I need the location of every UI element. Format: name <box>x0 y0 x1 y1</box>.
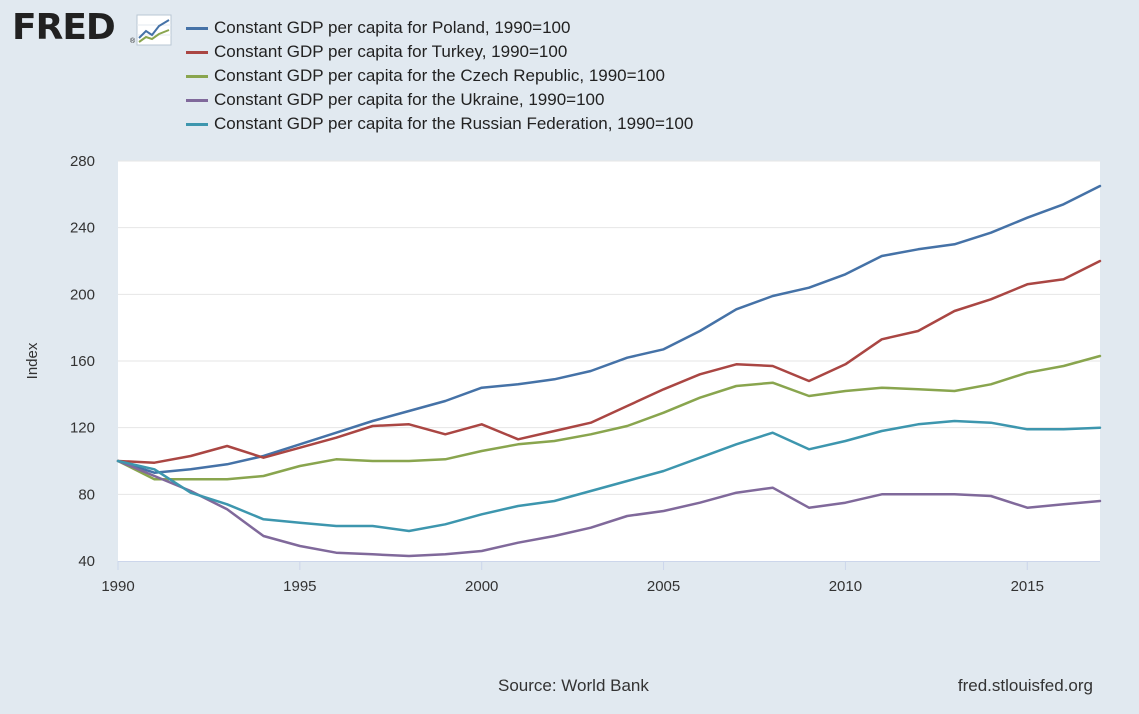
series-line-2[interactable] <box>116 354 1102 481</box>
legend-item[interactable]: Constant GDP per capita for the Czech Re… <box>186 64 693 88</box>
x-tick-label: 2000 <box>465 578 498 595</box>
x-tick-label: 1990 <box>101 578 134 595</box>
x-tick-label: 2010 <box>829 578 862 595</box>
legend-swatch <box>186 74 208 78</box>
y-tick-label: 120 <box>70 420 95 437</box>
series-line-1[interactable] <box>116 259 1102 464</box>
x-axis: 1990 1995 2000 2005 2010 2015 <box>101 561 1100 595</box>
legend-item[interactable]: Constant GDP per capita for Turkey, 1990… <box>186 40 693 64</box>
series-line-4[interactable] <box>116 419 1102 533</box>
legend-label: Constant GDP per capita for Turkey, 1990… <box>214 42 568 61</box>
site-link[interactable]: fred.stlouisfed.org <box>957 676 1093 695</box>
grid-lines <box>118 160 1100 495</box>
y-axis: 40 80 120 160 200 240 280 <box>70 153 95 570</box>
legend-item[interactable]: Constant GDP per capita for the Russian … <box>186 112 693 136</box>
x-tick-label: 2005 <box>647 578 680 595</box>
legend-swatch <box>186 50 208 54</box>
legend-swatch <box>186 98 208 102</box>
legend-label: Constant GDP per capita for Poland, 1990… <box>214 18 571 37</box>
y-tick-label: 240 <box>70 220 95 237</box>
registered-mark: ® <box>130 38 136 45</box>
y-tick-label: 40 <box>78 553 95 570</box>
fred-logo-text: FRED <box>12 7 116 48</box>
legend-label: Constant GDP per capita for the Ukraine,… <box>214 90 605 109</box>
legend-swatch <box>186 122 208 126</box>
legend-item[interactable]: Constant GDP per capita for Poland, 1990… <box>186 16 693 40</box>
series-line-0[interactable] <box>116 184 1102 474</box>
fred-logo[interactable]: FRED ® <box>12 8 172 48</box>
source-note: Source: World Bank <box>498 676 649 695</box>
y-tick-label: 200 <box>70 286 95 303</box>
legend-swatch <box>186 26 208 30</box>
chart-legend: Constant GDP per capita for Poland, 1990… <box>186 16 693 136</box>
fred-line-graph-icon <box>136 14 172 46</box>
x-tick-label: 1995 <box>283 578 316 595</box>
legend-label: Constant GDP per capita for the Russian … <box>214 114 694 133</box>
series-line-3[interactable] <box>116 459 1102 558</box>
legend-label: Constant GDP per capita for the Czech Re… <box>214 66 665 85</box>
y-tick-label: 80 <box>78 486 95 503</box>
legend-item[interactable]: Constant GDP per capita for the Ukraine,… <box>186 88 693 112</box>
y-axis-title: Index <box>24 342 41 379</box>
series-lines <box>116 184 1102 558</box>
y-tick-label: 160 <box>70 353 95 370</box>
y-tick-label: 280 <box>70 153 95 170</box>
x-tick-label: 2015 <box>1011 578 1044 595</box>
